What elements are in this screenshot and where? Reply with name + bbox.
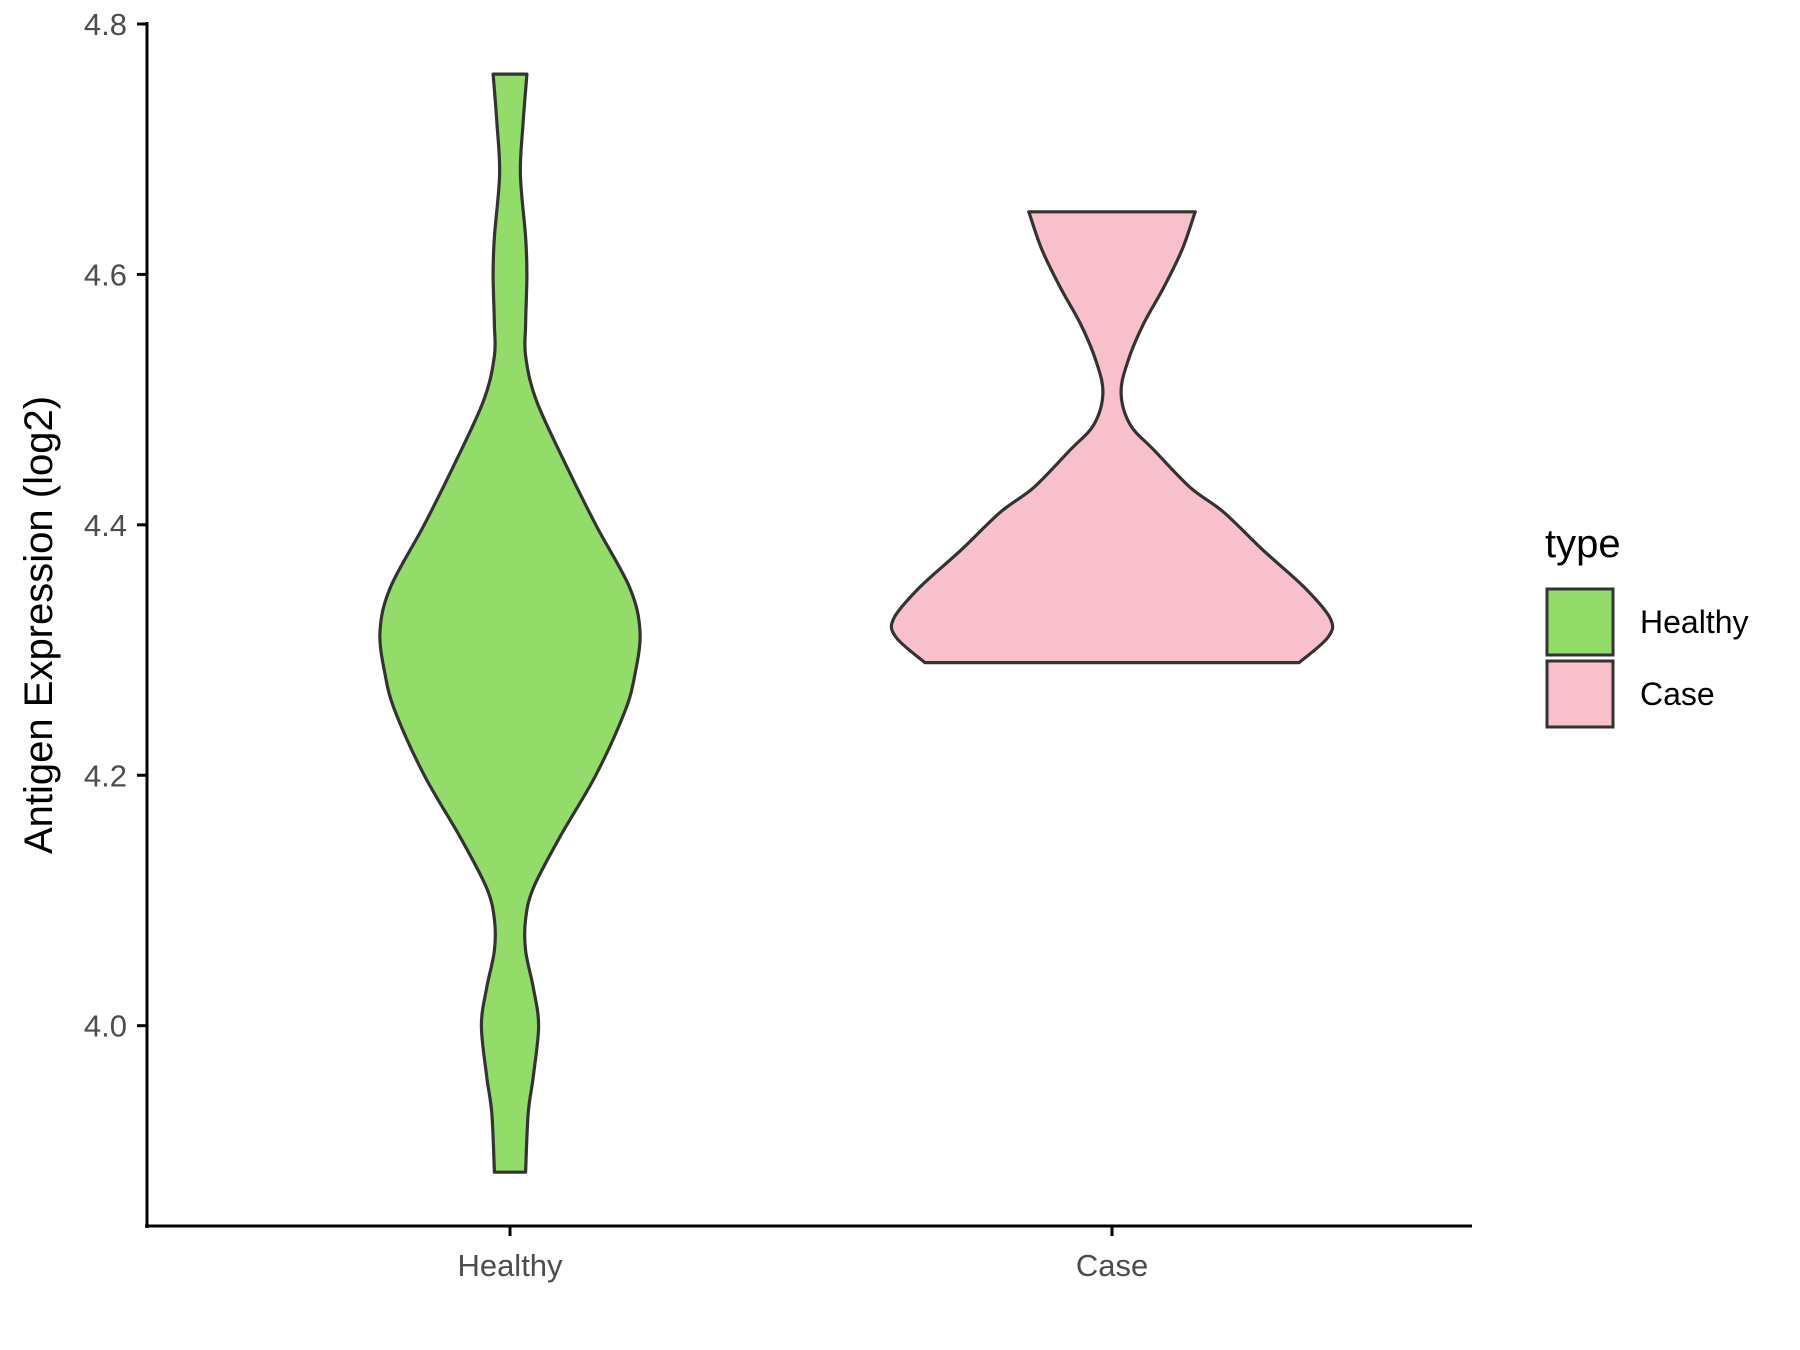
y-tick-label: 4.2	[84, 758, 127, 793]
legend-swatch-case	[1545, 659, 1615, 729]
legend-label-case: Case	[1640, 676, 1715, 712]
x-tick-label: Healthy	[457, 1248, 563, 1283]
y-tick-label: 4.4	[84, 508, 127, 543]
legend-entries: Healthy Case	[1545, 587, 1749, 729]
x-tick-label: Case	[1076, 1248, 1148, 1283]
y-axis-ticks: 4.0 4.2 4.4 4.6 4.8	[84, 7, 147, 1044]
y-axis-title: Antigen Expression (log2)	[17, 396, 61, 854]
legend: type Healthy Case	[1545, 522, 1749, 729]
legend-title: type	[1545, 522, 1621, 566]
y-tick-label: 4.0	[84, 1009, 127, 1044]
legend-swatch-healthy	[1545, 587, 1615, 657]
violin-case	[889, 210, 1335, 665]
x-axis-ticks: Healthy Case	[457, 1226, 1148, 1283]
y-tick-label: 4.8	[84, 7, 127, 42]
y-tick-label: 4.6	[84, 257, 127, 292]
violin-healthy	[378, 72, 642, 1174]
legend-label-healthy: Healthy	[1640, 604, 1749, 640]
violin-layer	[378, 72, 1335, 1174]
